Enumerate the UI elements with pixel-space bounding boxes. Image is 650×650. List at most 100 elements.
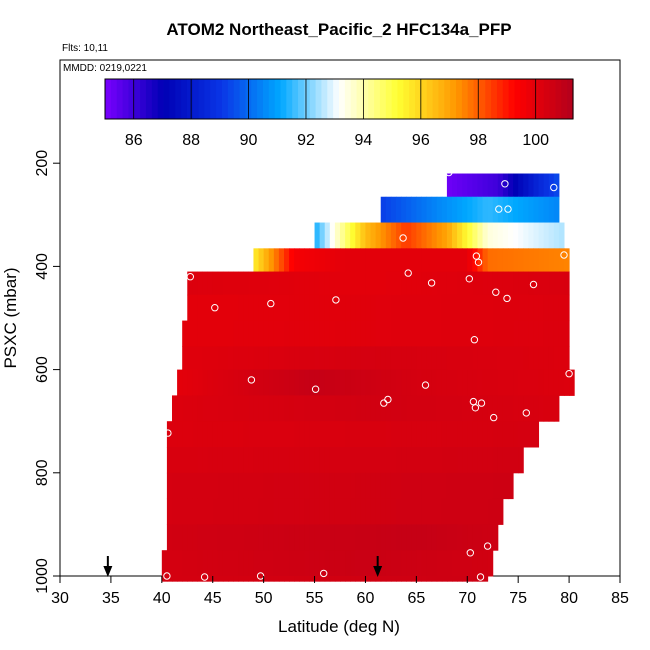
heatmap-cell	[166, 550, 173, 577]
heatmap-cell	[319, 395, 326, 422]
heatmap-cell	[233, 294, 239, 322]
heatmap-cell	[452, 294, 458, 322]
heatmap-cell	[502, 294, 509, 322]
heatmap-cell	[365, 294, 372, 322]
heatmap-cell	[396, 447, 402, 474]
heatmap-cell	[431, 421, 438, 448]
heatmap-cell	[446, 421, 453, 448]
heatmap-cell	[543, 173, 550, 198]
y-axis-title: PSXC (mbar)	[1, 267, 20, 368]
heatmap-cell	[482, 395, 489, 422]
heatmap-cell	[263, 346, 270, 371]
heatmap-cell	[396, 498, 402, 525]
heatmap-cell	[528, 369, 534, 396]
heatmap-cell	[457, 173, 463, 198]
heatmap-cell	[172, 447, 178, 474]
colorbar-swatch	[491, 79, 498, 119]
heatmap-cell	[406, 550, 412, 577]
heatmap-cell	[457, 472, 463, 500]
heatmap-cell	[416, 222, 422, 249]
heatmap-cell	[334, 248, 341, 273]
heatmap-cell	[533, 294, 540, 322]
flights-label: Flts: 10,11	[62, 43, 108, 54]
colorbar-swatch	[444, 79, 451, 119]
heatmap-cell	[253, 472, 260, 500]
sample-point	[163, 572, 171, 580]
colorbar-swatch	[514, 79, 521, 119]
heatmap-cell	[273, 524, 280, 551]
heatmap-cell	[202, 550, 209, 577]
heatmap-cell	[166, 498, 173, 525]
heatmap-cell	[390, 248, 397, 273]
colorbar-swatch	[415, 79, 422, 119]
heatmap-cell	[390, 271, 397, 296]
heatmap-cell	[294, 346, 300, 371]
heatmap-cell	[457, 447, 463, 474]
heatmap-cell	[350, 294, 356, 322]
heatmap-cell	[452, 421, 458, 448]
heatmap-cell	[248, 498, 254, 525]
heatmap-cell	[304, 550, 310, 577]
heatmap-cell	[513, 196, 519, 224]
heatmap-cell	[253, 421, 260, 448]
heatmap-cell	[334, 447, 341, 474]
heatmap-cell	[304, 576, 310, 582]
heatmap-cell	[207, 472, 214, 500]
heatmap-cell	[334, 472, 341, 500]
heatmap-cell	[446, 222, 453, 249]
colorbar-swatch	[321, 79, 328, 119]
heatmap-cell	[202, 472, 209, 500]
heatmap-cell	[238, 369, 244, 396]
heatmap-cell	[513, 248, 519, 273]
heatmap-cell	[477, 346, 484, 371]
heatmap-cell	[365, 369, 372, 396]
heatmap-cell	[533, 173, 540, 198]
heatmap-cell	[207, 576, 214, 582]
heatmap-cell	[233, 320, 239, 347]
colorbar-swatch	[286, 79, 293, 119]
heatmap-cell	[263, 421, 270, 448]
heatmap-cell	[258, 320, 265, 347]
heatmap-cell	[329, 222, 336, 249]
heatmap-cell	[446, 472, 453, 500]
heatmap-cell	[462, 576, 468, 582]
heatmap-cell	[324, 294, 331, 322]
heatmap-cell	[487, 222, 494, 249]
sample-point	[421, 381, 430, 389]
heatmap-cell	[436, 346, 443, 371]
heatmap-cell	[385, 196, 392, 224]
heatmap-cell	[314, 472, 321, 500]
heatmap-cell	[462, 346, 468, 371]
heatmap-cell	[197, 369, 204, 396]
heatmap-cell	[365, 271, 372, 296]
heatmap-cell	[355, 346, 361, 371]
heatmap-cell	[436, 196, 443, 224]
heatmap-cell	[426, 346, 433, 371]
colorbar-swatch	[520, 79, 527, 119]
colorbar-swatch	[333, 79, 340, 119]
heatmap-cell	[472, 196, 478, 224]
heatmap-cell	[278, 447, 285, 474]
heatmap-cell	[324, 472, 331, 500]
heatmap-cell	[533, 222, 540, 249]
heatmap-cell	[228, 294, 234, 322]
x-tick-label: 65	[407, 590, 425, 607]
heatmap-cell	[166, 447, 173, 474]
heatmap-cell	[197, 472, 204, 500]
heatmap-cell	[396, 248, 402, 273]
heatmap-cell	[207, 369, 214, 396]
heatmap-cell	[538, 173, 545, 198]
heatmap-cell	[294, 498, 300, 525]
heatmap-cell	[284, 294, 290, 322]
heatmap-cell	[467, 421, 473, 448]
heatmap-cell	[299, 447, 305, 474]
heatmap-cell	[553, 369, 560, 396]
heatmap-cell	[416, 447, 422, 474]
axes: 30 35 40 45 50 55 60 65 70 75 80 85 200 400 600 800 1000	[34, 150, 629, 607]
colorbar-swatch	[151, 79, 159, 119]
sample-point	[522, 409, 530, 417]
heatmap-cell	[345, 524, 351, 551]
heatmap-cell	[401, 421, 407, 448]
heatmap-cell	[548, 395, 555, 422]
heatmap-cell	[462, 248, 468, 273]
